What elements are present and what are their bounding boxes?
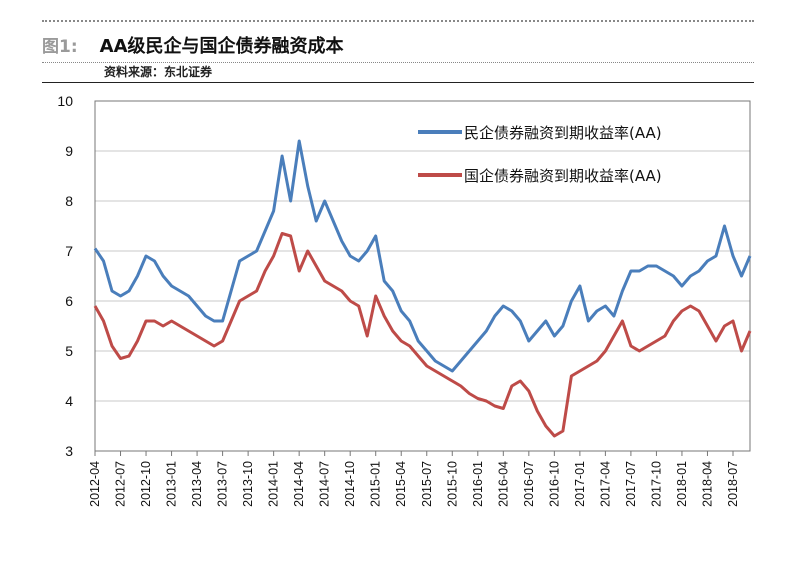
y-tick-label-3: 3: [65, 443, 73, 459]
series-line-1: [93, 139, 752, 373]
plot-frame: [94, 100, 751, 452]
x-tick-label-2017-10: 2017-10: [649, 461, 663, 507]
y-tick-label-6: 6: [65, 293, 73, 309]
x-tick-label-2015-10: 2015-10: [445, 461, 459, 507]
figure-title: AA级民企与国企债券融资成本: [99, 36, 344, 57]
x-tick-label-2012-07: 2012-07: [114, 461, 128, 507]
x-tick-label-2013-10: 2013-10: [241, 461, 255, 507]
y-tick-label-9: 9: [65, 143, 73, 159]
series-line-2: [93, 232, 752, 438]
legend-label-1: 民企债券融资到期收益率(AA): [464, 124, 662, 142]
y-axis-ticks: 3 4 5 6 7 8 9 10: [57, 93, 73, 459]
x-tick-label-2017-04: 2017-04: [598, 461, 612, 507]
x-tick-label-2015-04: 2015-04: [394, 461, 408, 507]
x-axis-ticks: 2012-04 2012-07 2012-10 2013-01 2013-04 2013-…: [88, 451, 740, 507]
gridlines: [95, 100, 750, 452]
x-tick-label-2018-04: 2018-04: [700, 461, 714, 507]
x-tick-label-2012-10: 2012-10: [139, 461, 153, 507]
y-tick-label-10: 10: [57, 93, 73, 109]
x-tick-label-2014-04: 2014-04: [292, 461, 306, 507]
top-dotted-rule: [42, 20, 754, 30]
y-tick-label-8: 8: [65, 193, 73, 209]
x-tick-label-2015-01: 2015-01: [369, 461, 383, 507]
x-tick-label-2013-01: 2013-01: [165, 461, 179, 507]
header-rule: [42, 82, 754, 83]
x-tick-label-2017-01: 2017-01: [573, 461, 587, 507]
figure-heading: 图1: AA级民企与国企债券融资成本: [42, 32, 344, 58]
y-tick-label-5: 5: [65, 343, 73, 359]
y-tick-label-4: 4: [65, 393, 73, 409]
x-tick-label-2015-07: 2015-07: [420, 461, 434, 507]
x-tick-label-2012-04: 2012-04: [88, 461, 102, 507]
figure-source: 资料来源：东北证券: [104, 65, 213, 79]
x-tick-label-2014-01: 2014-01: [267, 461, 281, 507]
x-tick-label-2016-04: 2016-04: [496, 461, 510, 507]
series-lines: [93, 139, 752, 438]
x-tick-label-2016-07: 2016-07: [522, 461, 536, 507]
x-tick-label-2016-01: 2016-01: [471, 461, 485, 507]
x-tick-label-2018-07: 2018-07: [726, 461, 740, 507]
legend-label-2: 国企债券融资到期收益率(AA): [464, 167, 662, 185]
figure-number: 图1:: [42, 37, 78, 57]
x-tick-label-2018-01: 2018-01: [675, 461, 689, 507]
x-tick-label-2013-04: 2013-04: [190, 461, 204, 507]
middle-dotted-rule: [42, 62, 754, 65]
x-tick-label-2014-07: 2014-07: [318, 461, 332, 507]
x-tick-label-2017-07: 2017-07: [624, 461, 638, 507]
x-tick-label-2016-10: 2016-10: [547, 461, 561, 507]
x-tick-label-2013-07: 2013-07: [216, 461, 230, 507]
legend: 民企债券融资到期收益率(AA) 国企债券融资到期收益率(AA): [418, 124, 662, 185]
x-tick-label-2014-10: 2014-10: [343, 461, 357, 507]
y-tick-label-7: 7: [65, 243, 73, 259]
